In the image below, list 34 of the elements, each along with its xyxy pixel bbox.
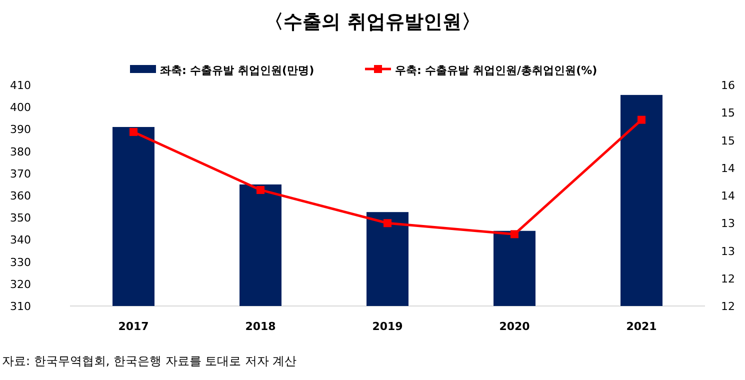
y2-tick-label: 12 (721, 300, 735, 313)
y-tick-label: 390 (10, 123, 31, 136)
point (510, 230, 518, 238)
text: 자료: 한국무역협회, 한국은행 자료를 토대로 저자 계산 (2, 354, 297, 368)
x-tick-label: 2017 (118, 320, 149, 333)
y-tick-label: 410 (10, 79, 31, 92)
y2-tick-label: 14 (721, 162, 735, 175)
y-tick-label: 330 (10, 256, 31, 269)
chart-title: 〈수출의 취업유발인원〉 (264, 11, 480, 33)
y-tick-label: 370 (10, 167, 31, 180)
y-tick-label: 380 (10, 145, 31, 158)
y2-tick-label: 13 (721, 244, 735, 258)
y-tick-label: 320 (10, 278, 31, 291)
y-tick-label: 340 (10, 234, 31, 247)
x-tick-label: 2018 (245, 320, 276, 333)
y2-tick-label: 15 (721, 134, 735, 148)
legend-label: 좌축: 수출유발 취업인원(만명) (160, 64, 314, 77)
point (130, 128, 138, 136)
y-tick-label: 360 (10, 190, 31, 202)
y-tick-label: 350 (10, 212, 31, 225)
y2-tick-label: 12 (721, 272, 735, 286)
x-tick-label: 2021 (626, 320, 657, 333)
y-tick-label: 400 (10, 101, 31, 114)
y2-tick-label: 14 (721, 190, 735, 202)
point (256, 186, 264, 194)
x-tick-label: 2020 (499, 320, 530, 333)
y2-tick-label: 13 (721, 217, 735, 230)
y2-tick-label: 15 (721, 106, 735, 120)
point (384, 219, 392, 228)
y-tick-label: 310 (10, 300, 31, 313)
point (638, 116, 646, 124)
y2-tick-label: 16 (721, 79, 735, 92)
legend-label: 우축: 수출유발 취업인원/총취업인원(%) (395, 64, 598, 77)
x-tick-label: 2019 (372, 320, 403, 333)
